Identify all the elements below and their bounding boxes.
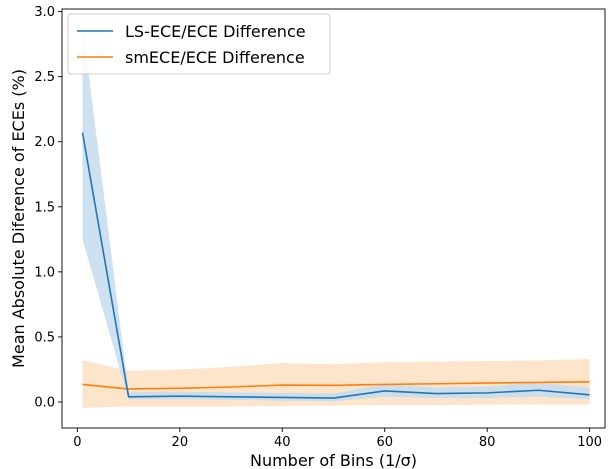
- legend: LS-ECE/ECE Difference smECE/ECE Differen…: [67, 13, 331, 75]
- line-series-1: [82, 381, 590, 390]
- y-tick-label: 1.0: [34, 265, 55, 280]
- y-axis-label: Mean Absolute Diference of ECEs (%): [9, 69, 28, 368]
- confidence-bands: [82, 24, 590, 408]
- y-tick-label: 0.5: [34, 330, 55, 345]
- y-tick-label: 2.5: [34, 70, 55, 85]
- x-tick-label: 20: [172, 435, 189, 450]
- legend-label-smece: smECE/ECE Difference: [125, 48, 305, 67]
- legend-label-ls-ece: LS-ECE/ECE Difference: [125, 22, 306, 41]
- legend-box: [67, 13, 331, 75]
- x-tick-label: 80: [479, 435, 496, 450]
- line-series-0: [81, 132, 590, 399]
- plot-frame: [61, 8, 606, 429]
- x-tick-label: 40: [274, 435, 291, 450]
- axis-ticks: 0 20 40 60 80 100 0.0 0.5 1.0 1.5 2.0 2.5 3.0: [34, 5, 602, 450]
- y-tick-label: 2.0: [34, 135, 55, 150]
- x-tick-label: 60: [376, 435, 393, 450]
- x-tick-label: 0: [73, 435, 81, 450]
- y-tick-label: 0.0: [34, 395, 55, 410]
- x-axis-label: Number of Bins (1/σ): [250, 451, 417, 469]
- y-tick-label: 3.0: [34, 5, 55, 20]
- x-tick-label: 100: [577, 435, 602, 450]
- series-lines: [81, 132, 590, 399]
- y-tick-label: 1.5: [34, 200, 55, 215]
